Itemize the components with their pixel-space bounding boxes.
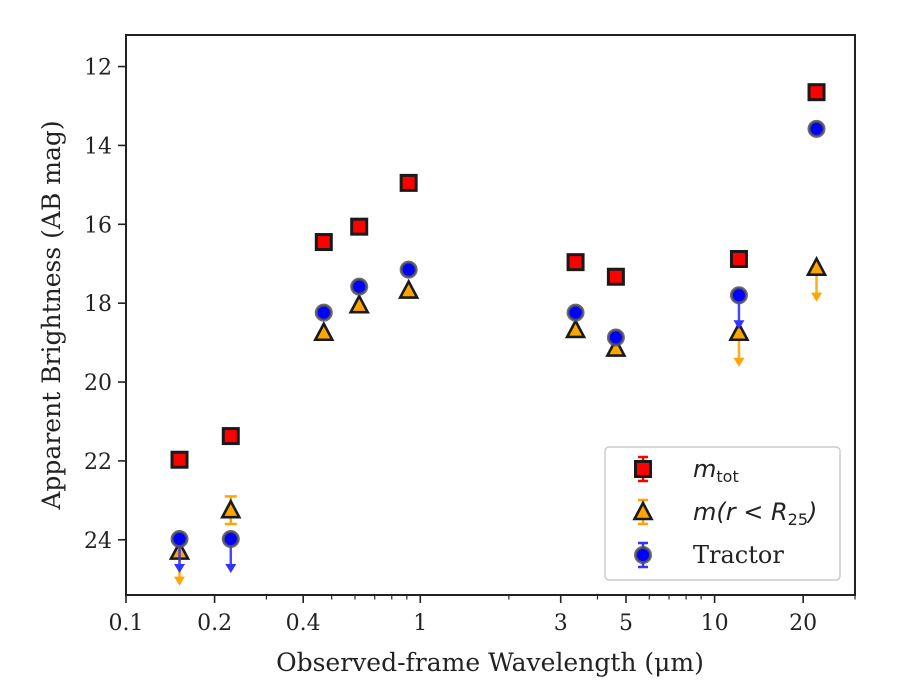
point-tractor [566,303,585,322]
y-tick-label: 24 [84,529,112,554]
x-axis-label: Observed-frame Wavelength (μm) [276,648,704,677]
point-m_r25 [605,336,627,357]
limit-arrow-head [811,292,823,302]
limit-arrow-head [733,320,745,330]
series-tractor [170,119,826,573]
point-m_r25 [313,320,335,342]
axes: 0.1 0.2 0.4 1 3 5 10 20 12 14 16 18 20 22 24 [84,34,856,636]
legend-item-m_r25: m(r < R25) [632,498,817,529]
x-tick-label: 1 [413,611,427,636]
data-points [168,83,828,586]
x-tick-label: 3 [554,611,568,636]
point-tractor [314,303,333,322]
point-tractor [350,277,369,296]
x-tick-label: 0.4 [286,611,321,636]
legend-item-mtot: mtot [634,455,739,486]
point-mtot [807,83,826,102]
legend-item-tractor: Tractor [634,541,784,569]
point-m_r25 [728,320,750,342]
limit-arrow-head [733,357,745,367]
plot-frame [125,34,856,596]
y-tick-label: 18 [84,292,112,317]
legend-label: Tractor [693,541,784,569]
legend-marker [632,500,654,521]
legend-label: m(r < R25) [693,498,817,529]
point-mtot [350,217,369,236]
point-tractor [170,530,189,548]
point-mtot [566,253,585,272]
point-tractor [729,286,748,305]
point-tractor [807,119,826,138]
limit-arrow-head [174,576,186,586]
point-tractor [221,530,240,548]
x-tick-label: 0.2 [197,611,232,636]
point-mtot [314,233,333,252]
point-m_r25 [805,255,828,276]
limit-arrow-head [225,564,237,573]
legend-box [604,446,841,581]
point-mtot [221,427,240,446]
limit-arrow-head [174,564,186,573]
point-mtot [170,450,189,469]
point-mtot [606,267,625,286]
y-tick-label: 20 [84,371,112,396]
point-mtot [729,250,748,268]
point-tractor [399,260,418,279]
point-mtot [399,173,418,192]
y-tick-label: 12 [84,56,112,81]
x-tick-label: 10 [701,611,729,636]
x-tick-label: 5 [619,611,633,636]
y-tick-label: 22 [84,450,112,475]
point-m_r25 [397,278,420,299]
series-m_r25 [168,255,828,586]
legend-marker [634,546,652,564]
legend-marker [634,460,652,478]
legend-label: mtot [693,455,739,486]
x-tick-label: 20 [789,611,817,636]
y-tick-label: 16 [84,213,112,238]
y-axis-label: Apparent Brightness (AB mag) [37,120,66,510]
point-m_r25 [220,498,242,519]
x-tick-label: 0.1 [109,611,144,636]
point-m_r25 [348,293,370,314]
legend: mtot m(r < R25) Tractor [604,446,841,581]
y-tick-label: 14 [84,134,112,159]
point-m_r25 [564,318,587,339]
series-mtot [170,83,826,469]
point-tractor [606,328,625,347]
